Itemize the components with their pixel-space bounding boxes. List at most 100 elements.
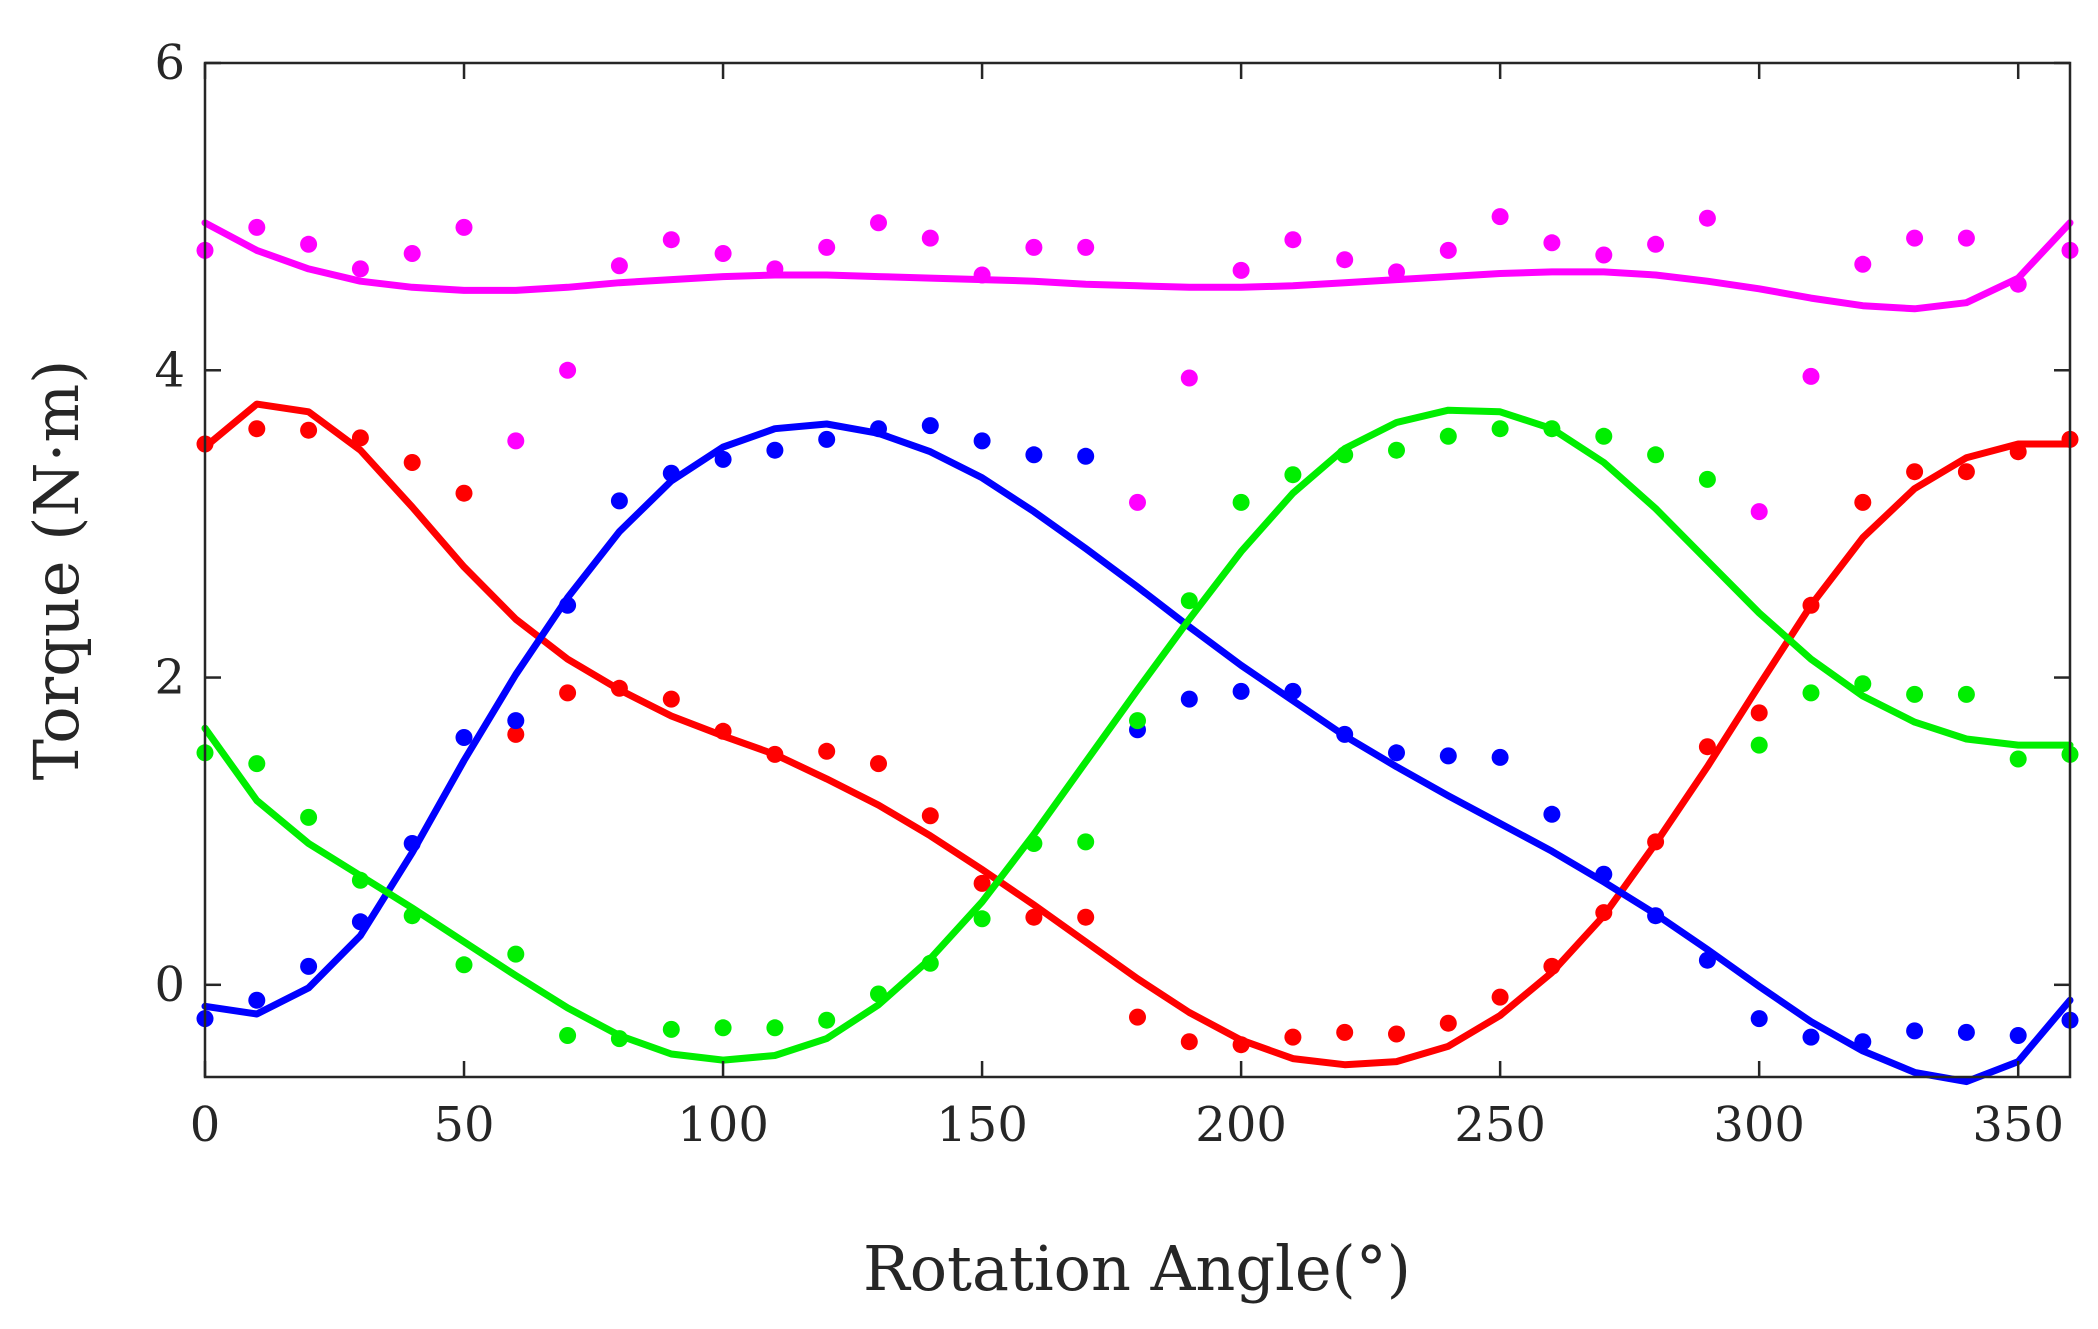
phase-a-torque-measured-point bbox=[1698, 738, 1716, 756]
total-torque-measured-point bbox=[1180, 369, 1198, 387]
phase-c-torque-measured-point bbox=[1491, 420, 1509, 438]
phase-b-torque-measured-point bbox=[1957, 1023, 1975, 1041]
phase-b-torque-measured-point bbox=[507, 712, 525, 730]
phase-a-torque-measured-point bbox=[455, 484, 473, 502]
phase-a-torque-measured-point bbox=[1129, 1008, 1146, 1026]
total-torque-measured-point bbox=[507, 432, 525, 450]
phase-c-torque-measured-point bbox=[818, 1011, 836, 1029]
total-torque-measured-point bbox=[921, 229, 939, 247]
phase-a-torque-measured-point bbox=[1077, 908, 1095, 926]
plot-area bbox=[196, 208, 2079, 1086]
phase-b-torque-measured-point bbox=[973, 432, 991, 450]
phase-c-torque-measured-point bbox=[1232, 493, 1250, 511]
phase-a-torque-measured-point bbox=[1906, 463, 1924, 481]
total-torque-measured-point bbox=[248, 218, 266, 236]
phase-c-torque-measured-point bbox=[1284, 466, 1302, 484]
total-torque-measured-point bbox=[1388, 263, 1405, 281]
total-torque-measured-point bbox=[403, 245, 421, 262]
phase-a-torque-measured-point bbox=[1491, 988, 1509, 1006]
x-tick-label: 300 bbox=[1713, 1097, 1805, 1153]
phase-b-torque-measured-point bbox=[818, 430, 836, 448]
phase-b-torque-measured-point bbox=[351, 913, 369, 931]
phase-b-torque-measured-point bbox=[1698, 951, 1716, 969]
phase-c-torque-measured-point bbox=[455, 956, 473, 974]
phase-a-torque-measured-point bbox=[870, 755, 887, 773]
phase-c-torque-measured-point bbox=[559, 1027, 577, 1044]
phase-c-torque-measured-point bbox=[766, 1019, 784, 1037]
phase-b-torque-simulated-line bbox=[201, 420, 2074, 1086]
total-torque-measured-point bbox=[610, 257, 628, 275]
phase-b-torque-measured-point bbox=[1802, 1028, 1820, 1046]
total-torque-measured-point bbox=[1957, 229, 1975, 247]
phase-c-torque-measured-point bbox=[1595, 427, 1613, 445]
phase-a-torque-measured-point bbox=[1180, 1033, 1198, 1051]
total-torque-measured-point bbox=[714, 245, 732, 262]
phase-b-torque-measured-point bbox=[1854, 1033, 1872, 1051]
total-torque-measured-point bbox=[1543, 234, 1561, 252]
phase-a-torque-measured-point bbox=[610, 679, 628, 697]
phase-c-torque-measured-points bbox=[196, 420, 2079, 1048]
phase-b-torque-measured-point bbox=[610, 492, 628, 510]
phase-b-torque-measured-point bbox=[1543, 805, 1561, 823]
total-torque-measured-point bbox=[973, 266, 991, 284]
total-torque-measured-point bbox=[1129, 493, 1146, 511]
total-torque-measured-point bbox=[1595, 246, 1613, 264]
phase-a-torque-measured-point bbox=[1854, 493, 1872, 511]
total-torque-measured-point bbox=[1232, 261, 1250, 279]
x-tick-label: 0 bbox=[190, 1097, 221, 1153]
phase-a-torque-measured-point bbox=[1543, 957, 1561, 975]
phase-b-torque-measured-point bbox=[248, 991, 266, 1009]
phase-a-torque-measured-point bbox=[1750, 704, 1768, 722]
phase-b-torque-measured-point bbox=[1180, 690, 1198, 708]
total-torque-measured-point bbox=[1854, 255, 1872, 273]
ticks: 0 50 100 150 200 250 300 350 0 2 4 6 bbox=[154, 35, 2070, 1153]
phase-b-torque-measured-point bbox=[1077, 447, 1095, 465]
phase-c-torque-measured-point bbox=[1180, 592, 1198, 610]
phase-a-torque-measured-point bbox=[1232, 1036, 1250, 1054]
total-torque-measured-point bbox=[1647, 235, 1665, 253]
x-tick-label: 150 bbox=[936, 1097, 1028, 1153]
phase-b-torque-measured-point bbox=[455, 729, 473, 746]
x-tick-label: 100 bbox=[677, 1097, 769, 1153]
phase-a-torque-measured-points bbox=[196, 420, 2079, 1054]
phase-a-torque-measured-point bbox=[662, 690, 680, 708]
phase-c-torque-measured-point bbox=[1336, 446, 1354, 464]
y-tick-label: 2 bbox=[154, 650, 185, 706]
phase-c-torque-simulated-line bbox=[201, 406, 2074, 1064]
total-torque-measured-point bbox=[1025, 238, 1043, 256]
phase-a-torque-measured-point bbox=[403, 454, 421, 471]
phase-a-torque-measured-point bbox=[1957, 463, 1975, 481]
phase-c-torque-measured-point bbox=[403, 907, 421, 925]
phase-b-torque-measured-point bbox=[1750, 1010, 1768, 1028]
phase-c-torque-measured-point bbox=[1388, 441, 1405, 459]
phase-b-torque-measured-point bbox=[1439, 747, 1457, 765]
phase-a-torque-measured-point bbox=[714, 722, 732, 740]
phase-b-torque-measured-point bbox=[1647, 907, 1665, 925]
y-tick-label: 0 bbox=[154, 957, 185, 1013]
phase-b-torque-measured-point bbox=[921, 417, 939, 435]
x-tick-label: 250 bbox=[1454, 1097, 1546, 1153]
phase-b-torque-measured-point bbox=[1232, 682, 1250, 700]
phase-a-torque-measured-point bbox=[1595, 904, 1613, 922]
phase-a-torque-measured-point bbox=[1336, 1023, 1354, 1041]
phase-b-torque-measured-point bbox=[2009, 1027, 2027, 1044]
x-axis-title: Rotation Angle(°) bbox=[863, 1232, 1411, 1305]
phase-a-torque-measured-point bbox=[2009, 443, 2027, 461]
phase-b-torque-measured-points bbox=[196, 417, 2079, 1051]
phase-a-torque-measured-point bbox=[1802, 596, 1820, 614]
total-torque-measured-point bbox=[1906, 229, 1924, 247]
phase-b-torque-measured-point bbox=[1336, 725, 1354, 743]
total-torque-measured-point bbox=[1077, 238, 1095, 256]
phase-c-torque-measured-point bbox=[921, 954, 939, 972]
total-torque-measured-point bbox=[1284, 231, 1302, 249]
y-axis-title: Torque (N·m) bbox=[20, 360, 93, 781]
phase-b-torque-measured-point bbox=[1906, 1022, 1924, 1040]
phase-c-torque-measured-point bbox=[870, 985, 887, 1003]
phase-a-torque-measured-point bbox=[351, 429, 369, 447]
total-torque-measured-point bbox=[1336, 251, 1354, 269]
total-torque-simulated-line bbox=[201, 219, 2074, 313]
y-tick-label: 6 bbox=[154, 35, 185, 91]
phase-c-torque-measured-point bbox=[1698, 470, 1716, 488]
x-tick-label: 50 bbox=[433, 1097, 494, 1153]
phase-a-torque-measured-point bbox=[1284, 1028, 1302, 1046]
